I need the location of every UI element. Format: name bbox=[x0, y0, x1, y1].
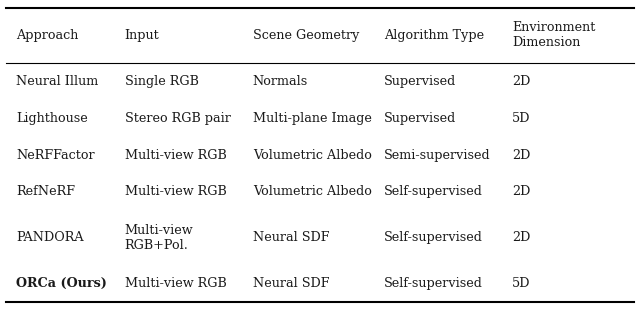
Text: RefNeRF: RefNeRF bbox=[16, 185, 75, 198]
Text: Supervised: Supervised bbox=[384, 75, 456, 88]
Text: Multi-view RGB: Multi-view RGB bbox=[125, 277, 227, 290]
Text: Self-supervised: Self-supervised bbox=[384, 277, 483, 290]
Text: NeRFFactor: NeRFFactor bbox=[16, 148, 95, 162]
Text: Semi-supervised: Semi-supervised bbox=[384, 148, 491, 162]
Text: Normals: Normals bbox=[253, 75, 308, 88]
Text: ORCa (Ours): ORCa (Ours) bbox=[16, 277, 107, 290]
Text: Neural SDF: Neural SDF bbox=[253, 277, 330, 290]
Text: 5D: 5D bbox=[512, 277, 531, 290]
Text: 5D: 5D bbox=[512, 112, 531, 125]
Text: Multi-view RGB: Multi-view RGB bbox=[125, 185, 227, 198]
Text: 2D: 2D bbox=[512, 185, 531, 198]
Text: Stereo RGB pair: Stereo RGB pair bbox=[125, 112, 230, 125]
Text: Multi-view RGB: Multi-view RGB bbox=[125, 148, 227, 162]
Text: 2D: 2D bbox=[512, 75, 531, 88]
Text: Approach: Approach bbox=[16, 29, 78, 42]
Text: Volumetric Albedo: Volumetric Albedo bbox=[253, 148, 372, 162]
Text: Lighthouse: Lighthouse bbox=[16, 112, 88, 125]
Text: Algorithm Type: Algorithm Type bbox=[384, 29, 484, 42]
Text: Input: Input bbox=[125, 29, 159, 42]
Text: PANDORA: PANDORA bbox=[16, 231, 84, 244]
Text: Scene Geometry: Scene Geometry bbox=[253, 29, 359, 42]
Text: Neural SDF: Neural SDF bbox=[253, 231, 330, 244]
Text: Neural Illum: Neural Illum bbox=[16, 75, 99, 88]
Text: Volumetric Albedo: Volumetric Albedo bbox=[253, 185, 372, 198]
Text: Self-supervised: Self-supervised bbox=[384, 231, 483, 244]
Text: Multi-plane Image: Multi-plane Image bbox=[253, 112, 372, 125]
Text: Single RGB: Single RGB bbox=[125, 75, 198, 88]
Text: Supervised: Supervised bbox=[384, 112, 456, 125]
Text: Self-supervised: Self-supervised bbox=[384, 185, 483, 198]
Text: 2D: 2D bbox=[512, 148, 531, 162]
Text: 2D: 2D bbox=[512, 231, 531, 244]
Text: Multi-view
RGB+Pol.: Multi-view RGB+Pol. bbox=[125, 224, 193, 252]
Text: Environment
Dimension: Environment Dimension bbox=[512, 21, 595, 49]
